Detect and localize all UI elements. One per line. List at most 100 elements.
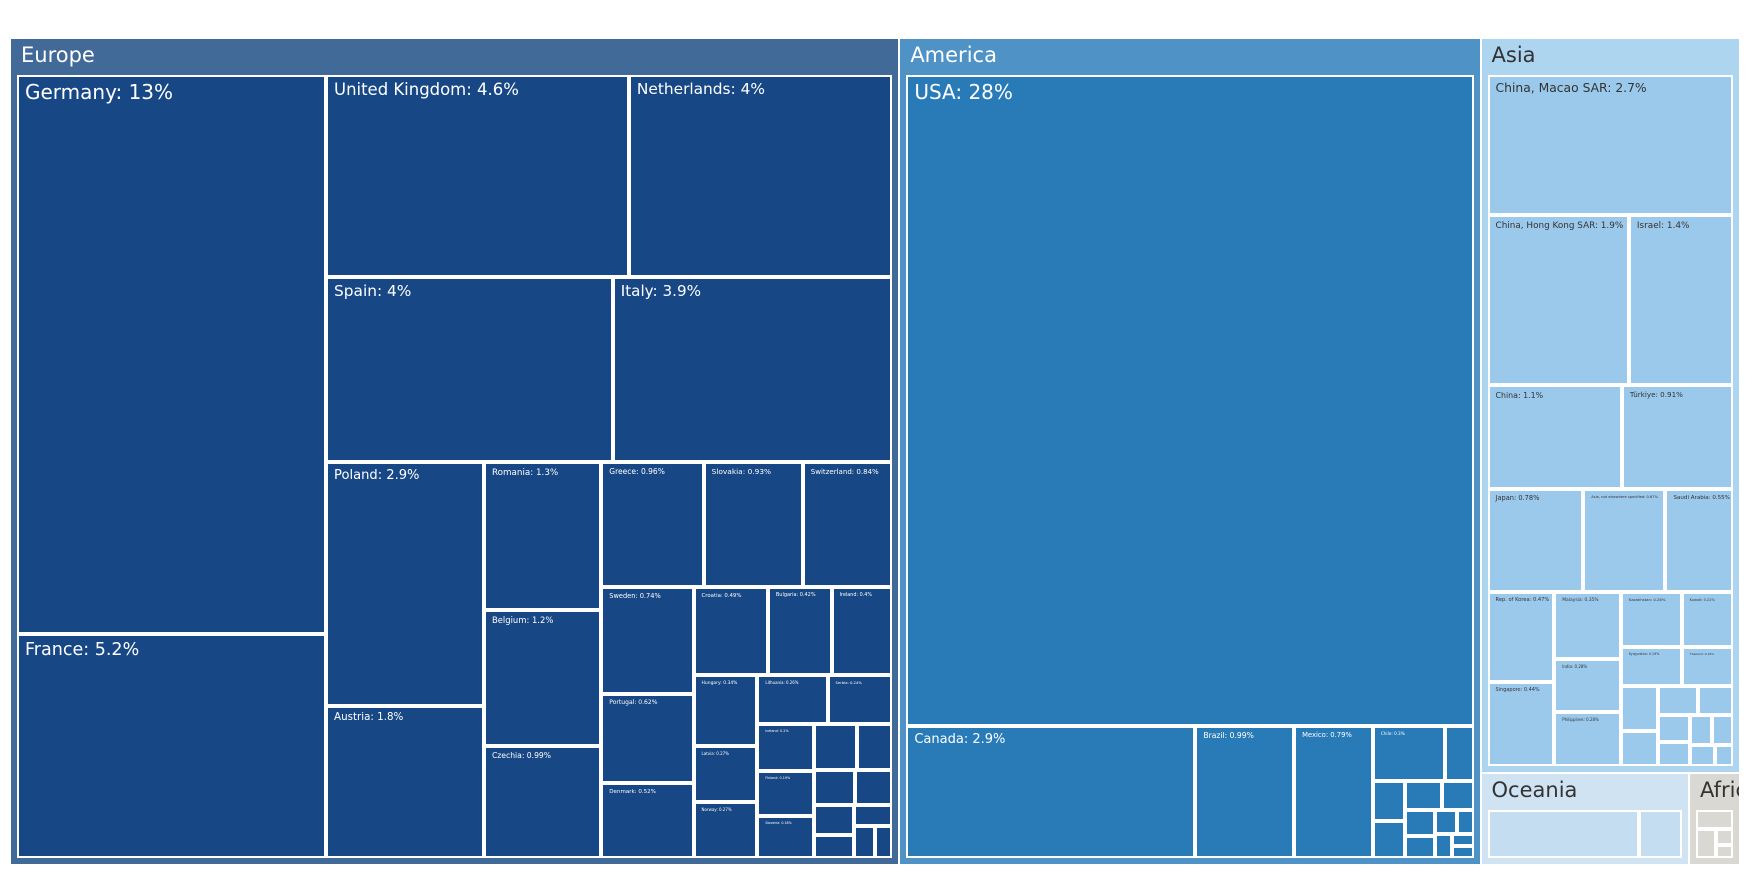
tile-lithuania[interactable]: Lithuania: 0.26% [757, 674, 828, 724]
tile-label: Slovakia: 0.93% [711, 467, 772, 477]
tile-canada[interactable]: Canada: 2.9% [906, 725, 1196, 858]
tile-italy[interactable]: Italy: 3.9% [612, 276, 893, 463]
tile-kuwait[interactable]: Kuwait: 0.22% [1681, 592, 1733, 647]
tile-unlabeled[interactable] [854, 826, 876, 858]
tile-india[interactable]: India: 0.28% [1554, 659, 1621, 713]
tile-unlabeled[interactable] [813, 805, 855, 835]
tile-unlabeled[interactable] [1690, 715, 1712, 745]
tile-unlabeled[interactable] [1435, 833, 1452, 858]
tile-unlabeled[interactable] [1457, 809, 1474, 834]
tile-label: Italy: 3.9% [620, 281, 702, 300]
tile-unlabeled[interactable] [1711, 715, 1733, 745]
tile-unlabeled[interactable] [1444, 725, 1474, 781]
tile-label: Canada: 2.9% [914, 731, 1006, 747]
tile-unlabeled[interactable] [1638, 809, 1683, 858]
tile-unlabeled[interactable] [855, 769, 893, 806]
tile-serbia[interactable]: Serbia: 0.24% [827, 674, 893, 724]
tile-unlabeled[interactable] [875, 826, 893, 858]
tile-thailand[interactable]: Thailand: 0.16% [1681, 646, 1733, 687]
tile-tu-rkiye[interactable]: Türkiye: 0.91% [1621, 385, 1733, 490]
tile-philippines[interactable]: Philippines: 0.28% [1554, 712, 1621, 766]
tile-switzerland[interactable]: Switzerland: 0.84% [802, 462, 893, 588]
tile-slovakia[interactable]: Slovakia: 0.93% [703, 462, 803, 588]
tile-unlabeled[interactable] [1451, 845, 1474, 858]
tile-usa[interactable]: USA: 28% [906, 75, 1474, 726]
tile-china-hong-kong-sar[interactable]: China, Hong Kong SAR: 1.9% [1487, 214, 1629, 386]
tile-label: Philippines: 0.28% [1562, 717, 1599, 723]
tile-unlabeled[interactable] [1405, 809, 1436, 837]
tile-unlabeled[interactable] [1435, 809, 1458, 834]
tile-unlabeled[interactable] [1716, 828, 1733, 845]
tile-united-kingdom[interactable]: United Kingdom: 4.6% [326, 75, 629, 277]
tile-label: France: 5.2% [25, 640, 140, 661]
tile-croatia[interactable]: Croatia: 0.49% [693, 587, 768, 675]
tile-unlabeled[interactable] [1696, 828, 1717, 858]
tile-unlabeled[interactable] [1714, 744, 1733, 766]
tile-unlabeled[interactable] [1657, 686, 1698, 716]
tile-czechia[interactable]: Czechia: 0.99% [483, 745, 602, 858]
tile-unlabeled[interactable] [857, 723, 893, 770]
tile-unlabeled[interactable] [1405, 836, 1436, 858]
tile-finland[interactable]: Finland: 0.19% [757, 771, 814, 816]
tile-unlabeled[interactable] [1487, 809, 1639, 858]
tile-unlabeled[interactable] [1697, 686, 1733, 716]
tile-unlabeled[interactable] [1657, 715, 1691, 743]
tile-unlabeled[interactable] [1690, 744, 1715, 766]
tile-spain[interactable]: Spain: 4% [326, 276, 613, 463]
tile-sweden[interactable]: Sweden: 0.74% [601, 587, 694, 694]
tile-latvia[interactable]: Latvia: 0.27% [693, 745, 758, 802]
tile-unlabeled[interactable] [1405, 780, 1442, 810]
tile-kazakhstan[interactable]: Kazakhstan: 0.26% [1620, 592, 1682, 647]
tile-norway[interactable]: Norway: 0.27% [693, 801, 758, 858]
tile-unlabeled[interactable] [1620, 686, 1658, 732]
tile-label: Switzerland: 0.84% [810, 467, 879, 477]
tile-singapore[interactable]: Singapore: 0.44% [1487, 681, 1555, 766]
tile-label: Kazakhstan: 0.26% [1628, 597, 1666, 603]
tile-label: Brazil: 0.99% [1203, 730, 1254, 740]
tile-china[interactable]: China: 1.1% [1487, 385, 1622, 490]
tile-rep-of-korea[interactable]: Rep. of Korea: 0.47% [1487, 592, 1555, 682]
tile-japan[interactable]: Japan: 0.78% [1487, 489, 1584, 593]
tile-saudi-arabia[interactable]: Saudi Arabia: 0.55% [1665, 489, 1733, 593]
tile-iceland[interactable]: Iceland: 0.2% [757, 723, 814, 771]
tile-chile[interactable]: Chile: 0.3% [1372, 725, 1445, 781]
tile-ireland[interactable]: Ireland: 0.4% [831, 587, 893, 675]
tile-israel[interactable]: Israel: 1.4% [1628, 214, 1733, 386]
tile-germany[interactable]: Germany: 13% [17, 75, 327, 635]
tile-unlabeled[interactable] [813, 723, 858, 770]
tile-portugal[interactable]: Portugal: 0.62% [601, 693, 694, 784]
tile-asia-not-elsewhere-specified[interactable]: Asia, not elsewhere specified: 0.67% [1583, 489, 1666, 593]
tile-netherlands[interactable]: Netherlands: 4% [628, 75, 893, 277]
tile-austria[interactable]: Austria: 1.8% [326, 706, 484, 858]
tile-label: Asia, not elsewhere specified: 0.67% [1591, 495, 1659, 500]
tile-unlabeled[interactable] [1451, 833, 1474, 846]
tile-unlabeled[interactable] [1716, 844, 1733, 858]
tile-mexico[interactable]: Mexico: 0.79% [1294, 725, 1373, 858]
tile-label: Chile: 0.3% [1380, 730, 1405, 736]
group-label: Asia [1491, 43, 1536, 67]
tile-unlabeled[interactable] [1441, 780, 1474, 810]
tile-hungary[interactable]: Hungary: 0.34% [693, 674, 758, 746]
tile-label: United Kingdom: 4.6% [334, 80, 519, 99]
tile-greece[interactable]: Greece: 0.96% [601, 462, 704, 588]
tile-unlabeled[interactable] [1372, 780, 1406, 822]
tile-denmark[interactable]: Denmark: 0.52% [601, 783, 694, 858]
group-label: Oceania [1491, 777, 1578, 802]
tile-brazil[interactable]: Brazil: 0.99% [1195, 725, 1295, 858]
tile-china-macao-sar[interactable]: China, Macao SAR: 2.7% [1487, 75, 1733, 215]
tile-kyrgyzstan[interactable]: Kyrgyzstan: 0.19% [1620, 646, 1682, 687]
tile-malaysia[interactable]: Malaysia: 0.35% [1554, 592, 1621, 660]
tile-poland[interactable]: Poland: 2.9% [326, 462, 484, 707]
tile-unlabeled[interactable] [854, 805, 893, 827]
tile-slovenia[interactable]: Slovenia: 0.18% [757, 815, 814, 858]
tile-unlabeled[interactable] [813, 834, 855, 858]
tile-belgium[interactable]: Belgium: 1.2% [483, 609, 602, 746]
tile-unlabeled[interactable] [1696, 809, 1733, 829]
tile-france[interactable]: France: 5.2% [17, 634, 327, 858]
tile-romania[interactable]: Romania: 1.3% [483, 462, 602, 610]
tile-unlabeled[interactable] [1372, 821, 1406, 858]
tile-unlabeled[interactable] [813, 769, 855, 806]
tile-bulgaria[interactable]: Bulgaria: 0.42% [767, 587, 832, 675]
tile-unlabeled[interactable] [1620, 731, 1658, 766]
tile-unlabeled[interactable] [1657, 742, 1691, 766]
